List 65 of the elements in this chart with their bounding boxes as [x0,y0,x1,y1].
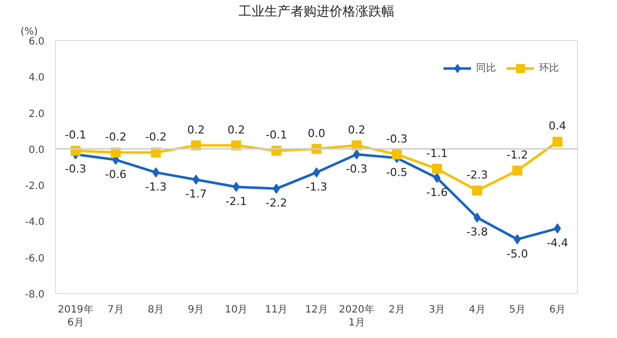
legend-label: 同比 [476,62,496,75]
data-label: -0.2 [105,130,126,144]
data-label: 0.2 [227,123,245,136]
x-tick-label: 7月 [108,304,124,316]
data-label: -1.7 [185,188,207,201]
point [512,166,522,176]
data-label: -1.3 [145,180,167,194]
data-label: -0.2 [145,130,167,144]
point [552,136,562,147]
data-label: -2.1 [225,194,247,208]
legend-label: 环比 [539,62,559,75]
x-tick-label: 12月 [305,304,328,316]
point [232,182,240,192]
x-tick-label: 4月 [468,304,486,316]
x-tick-label: 2020年 1月 [338,304,374,329]
y-tick-label: 4.0 [28,72,45,84]
x-tick-label: 9月 [188,304,204,316]
data-label: -5.0 [506,247,528,260]
data-label: -0.3 [64,162,86,176]
point [472,185,482,196]
data-label: -2.2 [266,196,288,210]
x-tick-label: 6月 [549,304,566,316]
chart-title: 工业生产者购进价格涨跌幅 [238,4,394,20]
data-label: 0.2 [187,123,205,136]
point [392,149,402,160]
x-tick-label: 10月 [224,304,248,316]
data-label: -0.3 [346,162,368,176]
y-tick-label: 0.0 [28,144,45,156]
x-tick-label: 2月 [388,304,405,316]
data-label: -0.6 [105,168,126,181]
data-label: -1.2 [506,148,528,162]
data-label: -4.4 [546,236,568,250]
data-label: -2.3 [466,168,488,182]
point [433,172,440,183]
data-label: 0.0 [308,126,326,140]
x-tick-label: 5月 [509,304,526,316]
y-axis-title: (%) [20,26,38,38]
data-label: -0.5 [386,166,408,179]
x-tick-label: 11月 [264,304,288,316]
point [272,184,280,194]
point [432,164,442,174]
data-label: -0.1 [266,128,288,142]
point [152,167,160,178]
y-tick-label: 6.0 [28,36,45,48]
y-tick-label: -2.0 [24,181,45,192]
y-tick-label: 2.0 [28,108,45,120]
y-tick-label: -8.0 [24,290,45,300]
point [192,174,200,185]
x-tick-label: 8月 [148,304,164,316]
data-label: -1.3 [306,180,328,194]
data-label: -0.1 [64,128,86,142]
data-label: 0.2 [348,123,366,136]
data-label: -0.3 [386,132,408,146]
point [514,234,521,244]
data-label: -1.1 [426,146,448,160]
point [554,223,561,234]
x-tick-label: 3月 [428,304,446,316]
data-label: -3.8 [466,226,488,239]
x-tick-label: 2019年 6月 [58,304,94,329]
data-label: 0.4 [548,120,566,133]
point [474,212,481,223]
y-tick-label: -4.0 [24,217,45,228]
point [353,149,360,160]
y-tick-label: -6.0 [24,253,45,264]
data-label: -1.6 [426,186,448,199]
